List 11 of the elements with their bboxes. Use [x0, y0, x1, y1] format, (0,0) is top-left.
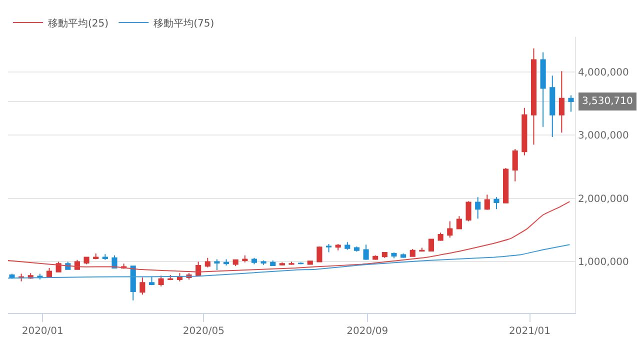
x-tick-label: 2020/05: [182, 326, 224, 337]
x-tick-label: 2021/01: [508, 326, 551, 337]
y-tick-label: 1,000,000: [578, 257, 629, 268]
y-tick-label: 2,000,000: [578, 194, 629, 205]
legend-label: 移動平均(25): [48, 17, 109, 30]
x-tick-label: 2020/01: [22, 326, 64, 337]
y-tick-label: 3,000,000: [578, 130, 629, 142]
y-tick-label: 4,000,000: [578, 67, 629, 78]
legend-label: 移動平均(75): [154, 17, 214, 30]
ref-line-label: 3,530,710: [582, 96, 633, 107]
x-tick-label: 2020/09: [346, 326, 388, 337]
